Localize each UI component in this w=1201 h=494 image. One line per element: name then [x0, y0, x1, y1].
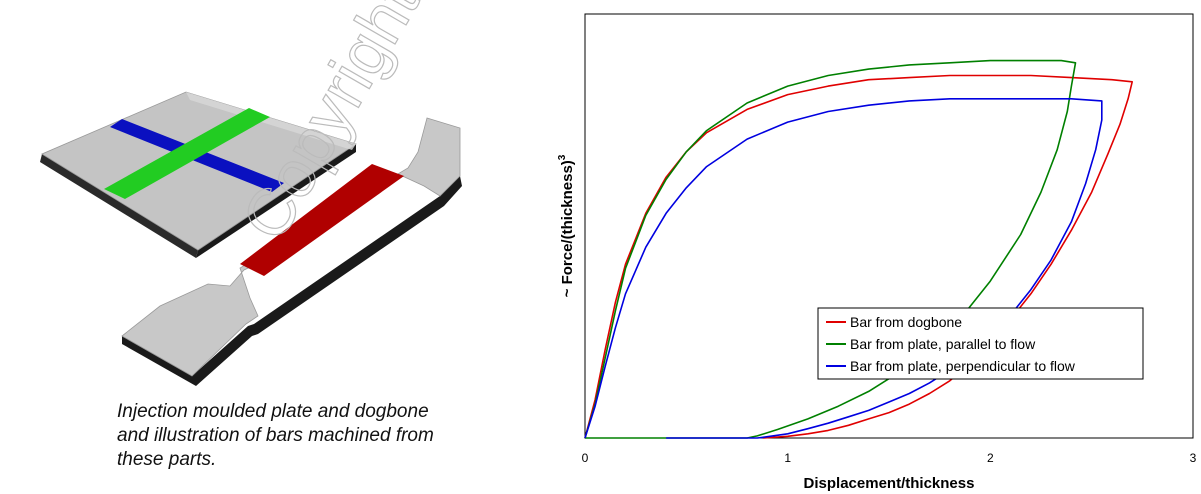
dogbone-specimen — [121, 117, 462, 386]
x-tick-label: 2 — [987, 451, 994, 465]
y-axis-title-main: ~ Force/(thickness) — [559, 160, 576, 297]
legend: Bar from dogbone Bar from plate, parallel… — [817, 307, 1144, 380]
x-axis: 0 1 2 3 — [582, 451, 1197, 465]
legend-label: Bar from plate, perpendicular to flow — [850, 358, 1076, 374]
dogbone-bar — [240, 164, 404, 276]
caption-line-2: and illustration of bars machined from — [117, 425, 434, 446]
copyright-watermark: Copyright — [226, 0, 433, 253]
moulded-plate — [40, 91, 357, 258]
x-tick-label: 0 — [582, 451, 589, 465]
specimen-illustration — [40, 91, 462, 386]
legend-box — [817, 307, 1144, 380]
series-layer — [584, 59, 1133, 439]
y-axis-title-superscript: 3 — [557, 154, 568, 160]
x-axis-title: Displacement/thickness — [804, 475, 975, 492]
x-tick-label: 3 — [1190, 451, 1197, 465]
parallel-bar — [104, 108, 270, 199]
caption-line-1: Injection moulded plate and dogbone — [117, 401, 429, 422]
series-line — [584, 98, 1103, 439]
illustration-caption: Injection moulded plate and dogbone and … — [117, 400, 447, 472]
legend-label: Bar from plate, parallel to flow — [850, 336, 1036, 352]
caption-line-3: these parts. — [117, 449, 217, 470]
y-axis-title: ~ Force/(thickness)3 — [557, 154, 576, 297]
series-line — [584, 59, 1077, 439]
legend-label: Bar from dogbone — [850, 314, 962, 330]
x-tick-label: 1 — [784, 451, 791, 465]
